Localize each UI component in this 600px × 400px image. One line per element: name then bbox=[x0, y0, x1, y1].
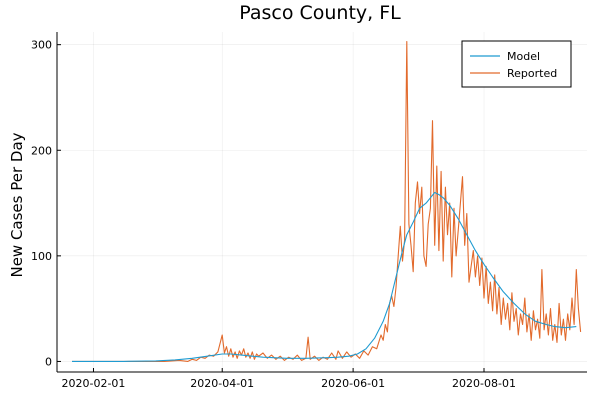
y-tick-label-1: 100 bbox=[31, 250, 52, 263]
y-tick-label-0: 0 bbox=[45, 355, 52, 368]
legend-label-model: Model bbox=[507, 50, 540, 63]
y-axis-label: New Cases Per Day bbox=[8, 132, 26, 277]
tick-labels: 0 100 200 300 2020-02-01 2020-04-01 2020-06-01… bbox=[31, 39, 516, 390]
x-tick-label-3: 2020-08-01 bbox=[452, 377, 516, 390]
legend-box bbox=[461, 40, 572, 88]
axes bbox=[56, 32, 587, 373]
y-tick-label-2: 200 bbox=[31, 144, 52, 157]
legend-label-reported: Reported bbox=[507, 67, 557, 80]
x-tick-label-0: 2020-02-01 bbox=[62, 377, 126, 390]
series-layer bbox=[72, 40, 582, 362]
x-tick-label-2: 2020-06-01 bbox=[321, 377, 385, 390]
series-line-reported bbox=[72, 40, 582, 362]
legend: Model Reported bbox=[461, 40, 572, 88]
chart-title: Pasco County, FL bbox=[239, 2, 401, 24]
x-tick-label-1: 2020-04-01 bbox=[190, 377, 254, 390]
y-tick-label-3: 300 bbox=[31, 39, 52, 52]
series-line-model bbox=[72, 191, 577, 362]
grid bbox=[57, 32, 587, 372]
